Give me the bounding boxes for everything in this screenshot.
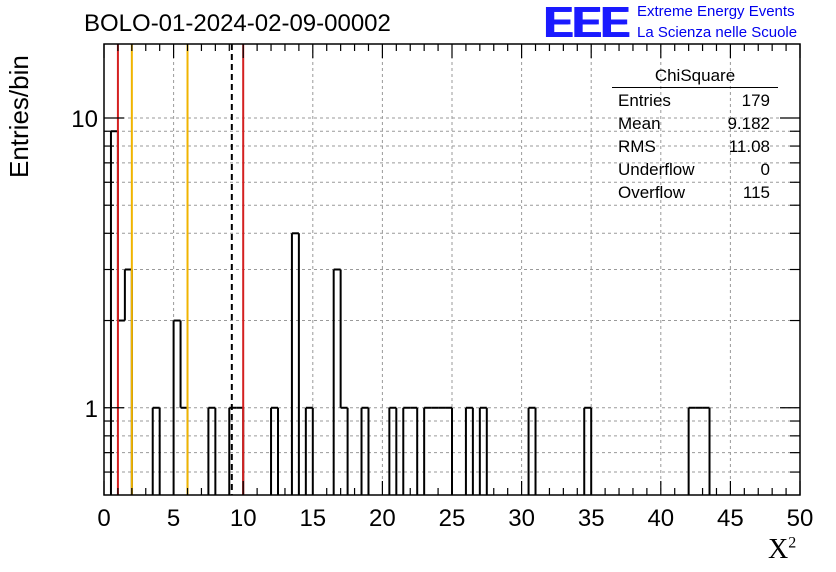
stats-row: Overflow 115 — [612, 181, 778, 204]
stats-label: Overflow — [618, 183, 686, 202]
stats-box: ChiSquare Entries 179 Mean 9.182 RMS 11.08 … — [612, 66, 778, 204]
x-tick-label: 50 — [787, 505, 814, 532]
logo-text-line1: Extreme Energy Events — [637, 3, 795, 20]
y-tick-label: 10 — [71, 106, 98, 133]
y-axis-label: Entries/bin — [4, 55, 34, 178]
chart-title: BOLO-01-2024-02-09-00002 — [84, 10, 391, 37]
x-tick-label: 35 — [578, 505, 605, 532]
x-tick-label: 10 — [230, 505, 257, 532]
x-tick-label: 0 — [97, 505, 110, 532]
x-tick-label: 45 — [717, 505, 744, 532]
tick-labels: 0 5 10 15 20 25 30 35 40 45 50 1 10 — [71, 106, 813, 532]
stats-row: RMS 11.08 — [612, 135, 778, 158]
stats-value: 11.08 — [728, 137, 770, 156]
x-tick-label: 20 — [369, 505, 396, 532]
histogram-bars — [109, 130, 711, 495]
marker-lines — [116, 44, 245, 495]
stats-label: RMS — [618, 137, 656, 156]
x-axis-label-main: X — [768, 534, 789, 565]
stats-row: Underflow 0 — [612, 158, 778, 181]
x-axis-label: X2 — [768, 534, 796, 566]
x-axis-label-superscript: 2 — [788, 534, 797, 552]
stats-row: Entries 179 — [612, 89, 778, 112]
x-tick-label: 40 — [647, 505, 674, 532]
stats-label: Mean — [618, 114, 661, 133]
logo-text-line2: La Scienza nelle Scuole — [637, 24, 798, 41]
stats-row: Mean 9.182 — [612, 112, 778, 135]
stats-label: Underflow — [618, 160, 695, 179]
x-tick-label: 30 — [508, 505, 535, 532]
x-tick-label: 5 — [167, 505, 180, 532]
axes — [103, 43, 801, 496]
stats-title: ChiSquare — [612, 66, 778, 88]
stats-value: 9.182 — [727, 114, 770, 133]
stats-value: 0 — [760, 160, 770, 179]
stats-value: 179 — [741, 91, 770, 110]
x-tick-label: 25 — [439, 505, 466, 532]
stats-value: 115 — [742, 183, 770, 202]
stats-label: Entries — [618, 91, 671, 110]
eee-logo: EEE — [543, 0, 629, 47]
x-tick-label: 15 — [299, 505, 326, 532]
y-tick-label: 1 — [85, 396, 98, 423]
